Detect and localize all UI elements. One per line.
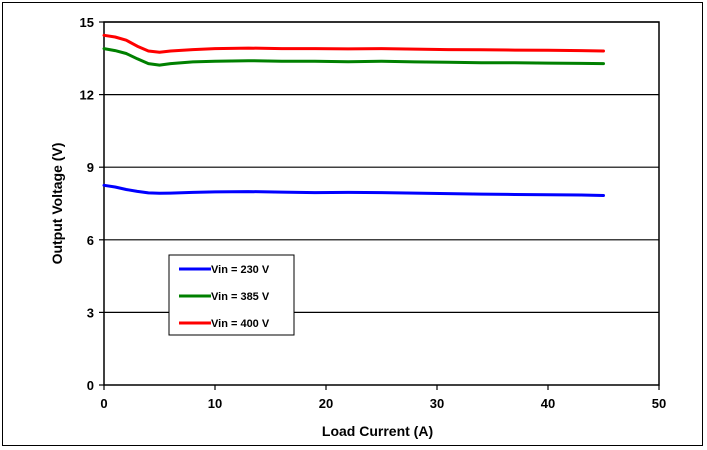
y-tick-label-6: 6 [87,233,94,248]
legend-label-3: Vin = 400 V [211,318,270,330]
y-axis-title: Output Voltage (V) [49,143,65,265]
y-tick-label-12: 12 [80,88,94,103]
series-line-2 [102,47,605,67]
plot-area [103,21,660,386]
legend-label-2: Vin = 385 V [211,291,270,303]
x-tick-label-40: 40 [541,396,555,411]
series-line-3 [102,33,605,54]
x-tick-label-0: 0 [100,396,107,411]
y-tick-label-3: 3 [87,305,94,320]
x-tick-label-30: 30 [430,396,444,411]
x-tick-label-20: 20 [319,396,333,411]
x-tick-label-50: 50 [652,396,666,411]
y-tick-label-9: 9 [87,160,94,175]
chart-frame [2,2,703,446]
y-tick-label-0: 0 [87,378,94,393]
series-line-1 [102,183,605,197]
x-axis-title: Load Current (A) [322,423,433,439]
x-tick-label-10: 10 [208,396,222,411]
y-tick-label-15: 15 [80,15,94,30]
legend-label-1: Vin = 230 V [211,264,270,276]
